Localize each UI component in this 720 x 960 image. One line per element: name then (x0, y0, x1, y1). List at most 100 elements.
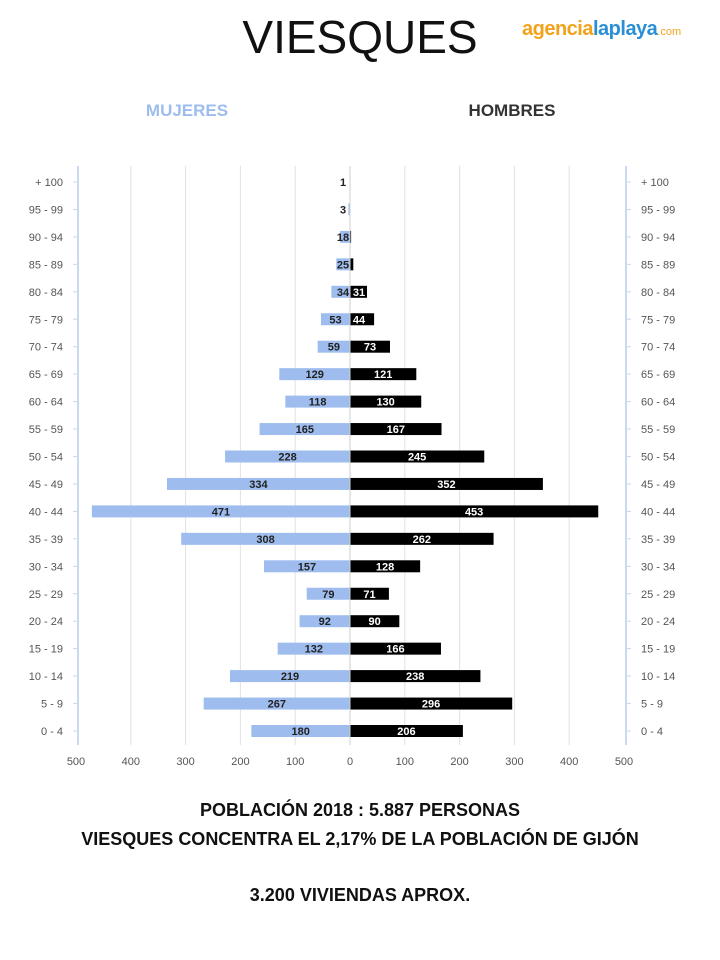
data-label-hombres: 238 (406, 671, 424, 683)
category-label-left: 15 - 19 (29, 644, 63, 656)
data-label-hombres: 44 (353, 314, 366, 326)
data-label-mujeres: 118 (309, 397, 327, 409)
bar-hombres (350, 560, 421, 573)
category-label-left: 20 - 24 (29, 616, 63, 628)
x-tick-label: 0 (347, 756, 353, 768)
data-label-mujeres: 1 (340, 177, 346, 189)
bar-hombres (350, 423, 442, 436)
bar-hombres (350, 615, 400, 628)
data-label-mujeres: 157 (298, 561, 316, 573)
data-label-mujeres: 25 (337, 259, 349, 271)
category-label-right: 80 - 84 (641, 287, 675, 299)
bar-mujeres (279, 368, 350, 381)
page-title: VIESQUES (242, 11, 478, 63)
bar-hombres (350, 697, 513, 710)
category-label-left: 0 - 4 (41, 726, 63, 738)
data-label-mujeres: 165 (296, 424, 314, 436)
category-label-left: 35 - 39 (29, 534, 63, 546)
category-label-right: 20 - 24 (641, 616, 675, 628)
category-label-left: 25 - 29 (29, 589, 63, 601)
legend-mujeres: MUJERES (146, 101, 228, 120)
bar-hombres (350, 230, 352, 243)
data-label-hombres: 352 (437, 479, 455, 491)
data-label-hombres: 453 (465, 506, 483, 518)
bar-hombres (350, 587, 389, 600)
bar-mujeres (225, 450, 350, 463)
bar-mujeres (306, 587, 350, 600)
bar-mujeres (336, 258, 350, 271)
bar-mujeres (320, 313, 350, 326)
category-label-left: 55 - 59 (29, 424, 63, 436)
data-label-mujeres: 34 (337, 287, 350, 299)
footer-housing: 3.200 VIVIENDAS APROX. (249, 885, 471, 905)
bar-hombres (350, 505, 599, 518)
bar-hombres (350, 285, 367, 298)
x-tick-label: 500 (67, 756, 85, 768)
bar-mujeres (203, 697, 350, 710)
x-tick-label: 100 (286, 756, 304, 768)
category-label-left: 40 - 44 (29, 506, 63, 518)
category-label-left: 95 - 99 (29, 204, 63, 216)
bar-hombres (350, 450, 485, 463)
bar-mujeres (181, 532, 350, 545)
category-label-left: 65 - 69 (29, 369, 63, 381)
logo-part-com: .com (657, 26, 682, 38)
bar-mujeres (285, 395, 350, 408)
bar-hombres (350, 313, 375, 326)
category-label-left: 5 - 9 (41, 699, 63, 711)
category-label-right: 40 - 44 (641, 506, 675, 518)
bar-mujeres (91, 505, 350, 518)
x-tick-label: 300 (505, 756, 523, 768)
category-label-right: 90 - 94 (641, 232, 675, 244)
bar-hombres (350, 642, 441, 655)
data-label-hombres: 71 (363, 589, 375, 601)
bar-mujeres (259, 423, 350, 436)
agencia-laplaya-logo: agencialaplaya.com (522, 18, 681, 41)
category-label-right: 65 - 69 (641, 369, 675, 381)
x-tick-label: 200 (231, 756, 249, 768)
data-label-hombres: 206 (397, 726, 415, 738)
bar-mujeres (348, 203, 350, 216)
data-label-mujeres: 228 (278, 452, 296, 464)
bar-hombres (350, 258, 354, 271)
data-label-hombres: 166 (386, 644, 404, 656)
x-tick-label: 400 (122, 756, 140, 768)
category-label-left: 80 - 84 (29, 287, 63, 299)
category-label-right: 75 - 79 (641, 314, 675, 326)
category-label-right: 50 - 54 (641, 452, 675, 464)
bar-hombres (350, 670, 481, 683)
footer-population: POBLACIÓN 2018 : 5.887 PERSONAS (199, 800, 521, 820)
category-label-left: 90 - 94 (29, 232, 63, 244)
bar-hombres (350, 395, 422, 408)
bar-mujeres (263, 560, 350, 573)
category-label-right: 10 - 14 (641, 671, 675, 683)
category-label-right: 55 - 59 (641, 424, 675, 436)
data-label-mujeres: 334 (249, 479, 268, 491)
x-tick-label: 500 (615, 756, 633, 768)
bar-mujeres (251, 725, 350, 737)
category-label-left: 75 - 79 (29, 314, 63, 326)
footer-summary: POBLACIÓN 2018 : 5.887 PERSONAS VIESQUES… (0, 796, 720, 910)
category-label-left: 70 - 74 (29, 342, 63, 354)
bar-mujeres (317, 340, 350, 353)
category-label-right: 35 - 39 (641, 534, 675, 546)
data-label-mujeres: 79 (322, 589, 334, 601)
data-label-mujeres: 180 (292, 726, 310, 738)
x-tick-label: 400 (560, 756, 578, 768)
category-label-right: 70 - 74 (641, 342, 675, 354)
data-label-hombres: 73 (364, 342, 376, 354)
data-label-hombres: 128 (376, 561, 394, 573)
bar-hombres (350, 725, 463, 737)
data-label-mujeres: 471 (212, 506, 230, 518)
data-label-mujeres: 59 (328, 342, 340, 354)
data-label-hombres: 167 (387, 424, 405, 436)
bar-mujeres (331, 285, 350, 298)
category-label-left: 50 - 54 (29, 452, 63, 464)
bar-hombres (350, 477, 543, 490)
bar-hombres (350, 532, 494, 545)
bar-mujeres (277, 642, 350, 655)
data-label-mujeres: 129 (305, 369, 323, 381)
legend-hombres: HOMBRES (469, 101, 556, 120)
x-tick-label: 300 (176, 756, 194, 768)
bar-hombres (350, 340, 391, 353)
